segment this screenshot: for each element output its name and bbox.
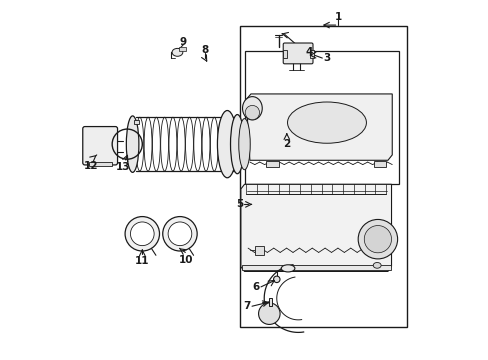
Bar	[244, 51, 399, 184]
Ellipse shape	[230, 114, 244, 174]
Circle shape	[163, 217, 197, 251]
FancyBboxPatch shape	[82, 127, 117, 165]
Ellipse shape	[372, 262, 380, 268]
Circle shape	[357, 220, 397, 259]
Text: 12: 12	[83, 161, 98, 171]
Ellipse shape	[273, 276, 280, 283]
Bar	[265, 161, 278, 167]
Ellipse shape	[217, 111, 237, 178]
Circle shape	[258, 303, 280, 324]
Bar	[254, 246, 263, 255]
Text: 9: 9	[180, 37, 187, 47]
Polygon shape	[241, 184, 391, 271]
Bar	[240, 26, 406, 327]
Bar	[373, 161, 386, 167]
Ellipse shape	[172, 48, 183, 56]
Bar	[309, 50, 313, 58]
Text: 13: 13	[116, 162, 130, 172]
Polygon shape	[246, 94, 391, 160]
Bar	[88, 162, 112, 166]
FancyBboxPatch shape	[283, 43, 312, 64]
Text: 8: 8	[201, 45, 208, 55]
Text: 3: 3	[323, 53, 330, 63]
Ellipse shape	[242, 96, 262, 120]
Text: 10: 10	[179, 255, 193, 265]
Text: 1: 1	[334, 12, 342, 22]
Ellipse shape	[244, 105, 259, 120]
Polygon shape	[241, 265, 390, 270]
Ellipse shape	[126, 116, 139, 172]
Bar	[134, 121, 139, 124]
Ellipse shape	[281, 265, 294, 272]
Text: 11: 11	[135, 256, 149, 266]
Ellipse shape	[238, 118, 250, 170]
Bar	[178, 47, 186, 51]
Text: 7: 7	[243, 301, 250, 311]
Text: 6: 6	[252, 282, 260, 292]
Circle shape	[168, 222, 191, 246]
Text: 5: 5	[236, 199, 243, 210]
Text: 2: 2	[283, 139, 290, 149]
Circle shape	[125, 217, 159, 251]
Circle shape	[364, 226, 391, 253]
Bar	[282, 50, 286, 58]
Bar	[268, 298, 272, 306]
Text: 4: 4	[305, 46, 312, 57]
Circle shape	[130, 222, 154, 246]
Ellipse shape	[287, 102, 366, 143]
